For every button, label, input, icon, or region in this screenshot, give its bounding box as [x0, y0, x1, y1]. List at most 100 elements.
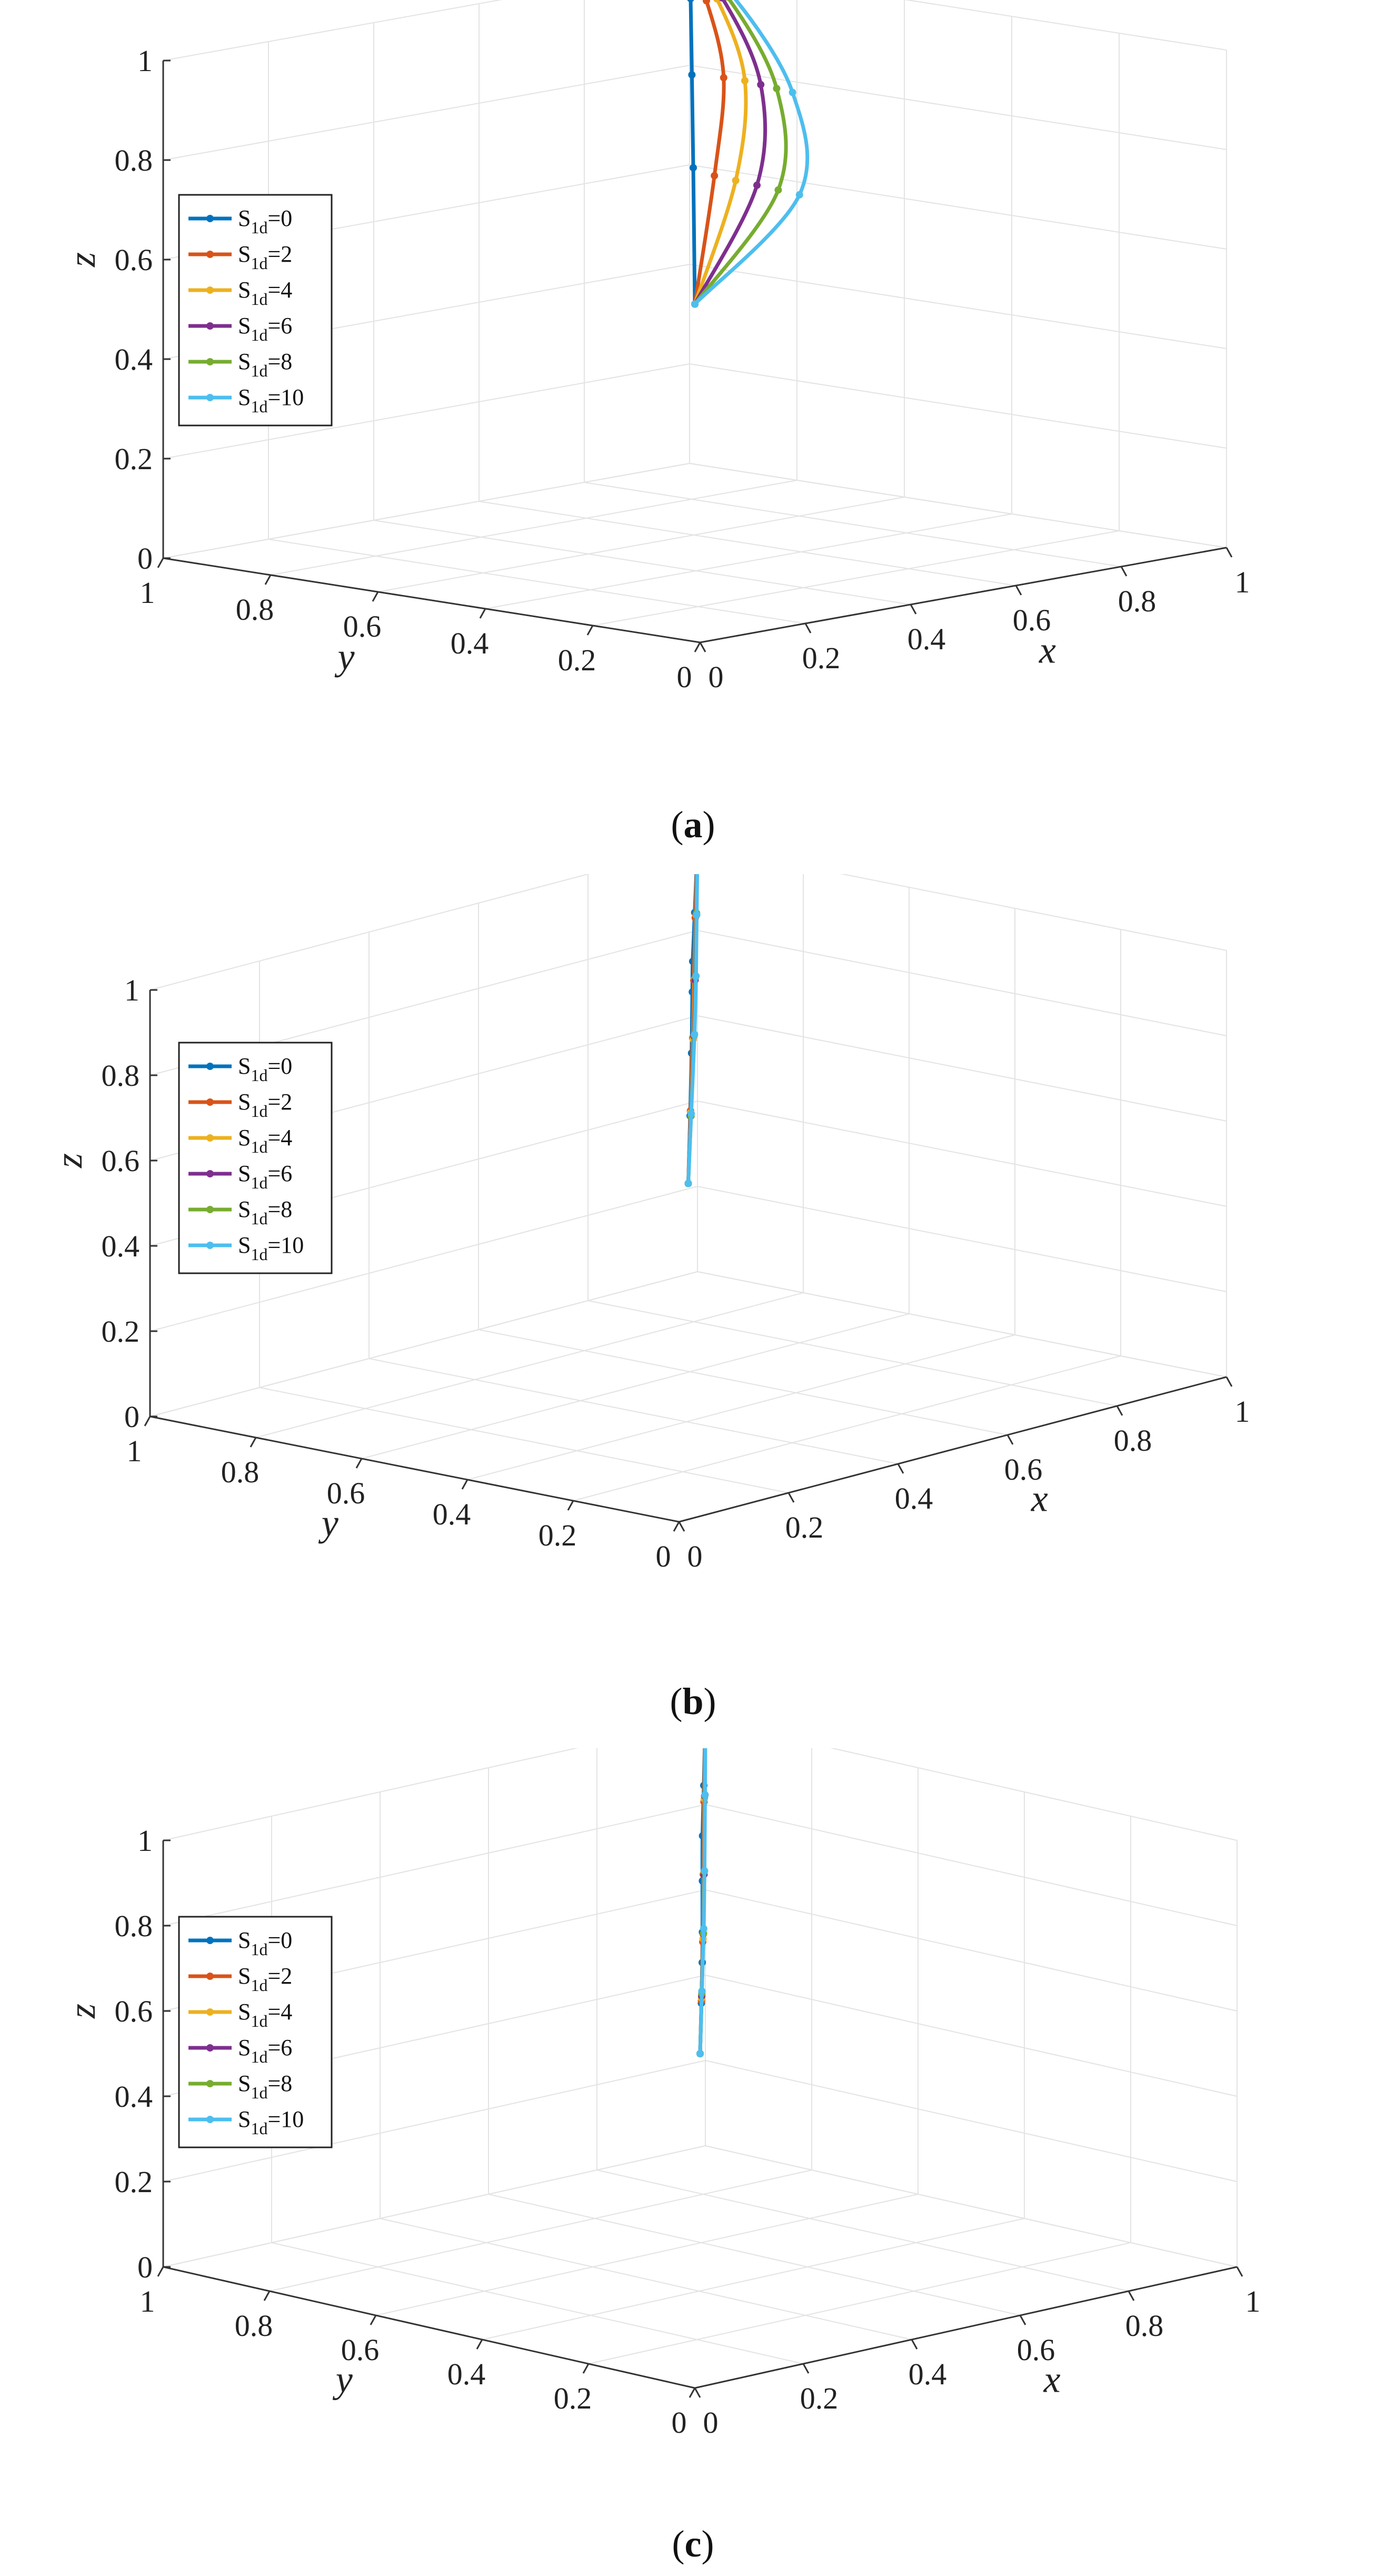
- floor-grid-x-5: [697, 1271, 1227, 1378]
- y-tick-label-b-4: 0.2: [539, 1518, 577, 1552]
- series-point-b-5-3: [692, 972, 700, 980]
- floor-grid-y-1: [592, 530, 1120, 626]
- x-tick-c-1: [802, 2363, 810, 2374]
- y-tick-a-4: [586, 625, 594, 636]
- legend-label-c-0: S1d=0: [238, 1927, 292, 1959]
- y-tick-c-5: [689, 2387, 696, 2398]
- y-tick-label-b-1: 0.8: [221, 1455, 260, 1489]
- legend-marker-c-2: [206, 2008, 214, 2016]
- wall-xz-horiz-1: [163, 363, 690, 459]
- x-tick-label-a-2: 0.4: [908, 622, 946, 656]
- y-tick-b-4: [567, 1500, 574, 1511]
- legend-label-c-4: S1d=8: [238, 2070, 292, 2102]
- series-point-c-5-3: [701, 1867, 709, 1875]
- y-tick-label-a-4: 0.2: [558, 643, 596, 677]
- series-line-a-0: [689, 0, 697, 306]
- y-tick-label-a-0: 1: [140, 576, 155, 610]
- x-tick-label-a-5: 1: [1235, 565, 1250, 599]
- x-tick-c-5: [1236, 2266, 1243, 2277]
- floor-grid-y-4: [270, 480, 797, 576]
- wall-yz-horiz-3: [689, 164, 1227, 250]
- y-tick-c-1: [263, 2291, 271, 2301]
- y-tick-label-b-0: 1: [127, 1434, 142, 1468]
- series-point-a-4-2: [773, 85, 781, 93]
- floor-grid-y-1: [573, 1355, 1121, 1501]
- wall-xz-horiz-5: [163, 0, 503, 61]
- x-tick-label-c-0: 0: [703, 2405, 719, 2440]
- x-tick-c-0: [694, 2387, 701, 2398]
- y-tick-label-a-1: 0.8: [236, 592, 274, 627]
- floor-grid-x-4: [584, 482, 1122, 567]
- series-line-b-5: [686, 874, 699, 1185]
- floor-grid-x-2: [373, 520, 911, 605]
- series-point-a-1-2: [720, 74, 727, 82]
- floor-grid-y-5: [163, 463, 690, 559]
- z-tick-label-a-4: 0.8: [115, 143, 153, 177]
- y-tick-label-c-4: 0.2: [554, 2381, 592, 2415]
- caption-b: (b): [670, 1680, 716, 1722]
- x-tick-b-2: [897, 1463, 904, 1474]
- x-tick-c-4: [1128, 2291, 1135, 2301]
- floor-grid-y-2: [482, 2218, 1025, 2340]
- y-tick-a-1: [264, 574, 272, 585]
- wall-yz-horiz-3: [697, 1015, 1227, 1122]
- x-tick-label-b-5: 1: [1235, 1394, 1250, 1429]
- y-axis-label-b: y: [318, 1502, 338, 1544]
- z-axis-label-a: z: [61, 252, 103, 267]
- z-tick-label-a-1: 0.2: [115, 442, 153, 476]
- z-axis-label-b: z: [48, 1153, 90, 1168]
- chart-panel-b: 0 0.2 0.4 0.6 0.8 1 1 0.8 0.6 0.4 0.2 0 0 0.2 0.4 0.6 0.…: [0, 874, 1386, 1675]
- wall-yz-horiz-2: [689, 264, 1227, 349]
- grid-a: [163, 0, 1227, 643]
- floor-grid-y-3: [361, 1313, 910, 1459]
- series-point-a-3-1: [753, 181, 761, 189]
- z-axis-label-c: z: [61, 2004, 103, 2019]
- x-tick-label-c-2: 0.4: [909, 2357, 947, 2391]
- y-tick-b-3: [461, 1479, 468, 1490]
- series-point-b-5-0: [684, 1180, 692, 1187]
- x-tick-label-a-4: 0.8: [1118, 584, 1156, 618]
- series-point-b-5-4: [693, 911, 701, 919]
- y-tick-b-0: [144, 1416, 151, 1426]
- floor-grid-x-1: [259, 1387, 789, 1493]
- series-line-a-2: [693, 0, 748, 306]
- legend-marker-a-2: [206, 286, 214, 294]
- z-tick-label-c-3: 0.6: [115, 1994, 153, 2028]
- series-point-a-3-2: [757, 81, 765, 88]
- z-tick-label-b-2: 0.4: [102, 1229, 140, 1263]
- series-point-c-5-0: [696, 2050, 704, 2057]
- wall-yz-horiz-1: [689, 363, 1227, 449]
- legend-marker-c-1: [206, 1973, 214, 1980]
- legend-label-c-2: S1d=4: [238, 1999, 292, 2030]
- y-tick-label-c-1: 0.8: [235, 2309, 273, 2343]
- legend-label-b-4: S1d=8: [238, 1196, 292, 1228]
- x-tick-a-5: [1225, 547, 1233, 558]
- series-point-a-0-1: [690, 164, 697, 172]
- chart-a-svg: 00.20.40.60.811 0.8 0.6 0.4 0.2 000.20.40.60.…: [61, 0, 1250, 694]
- floor-grid-x-1: [268, 539, 806, 624]
- floor-grid-y-2: [485, 513, 1012, 609]
- floor-grid-x-5: [705, 2145, 1238, 2267]
- x-tick-label-c-5: 1: [1245, 2284, 1261, 2319]
- z-tick-label-a-5: 1: [137, 44, 153, 78]
- z-tick-label-c-5: 1: [137, 1824, 153, 1858]
- series-point-a-1-1: [711, 172, 719, 180]
- floor-grid-x-2: [368, 1358, 899, 1464]
- wall-yz-horiz-2: [697, 1101, 1227, 1207]
- floor-grid-x-2: [380, 2218, 912, 2340]
- series-point-a-4-1: [774, 186, 782, 194]
- legend-label-b-1: S1d=2: [238, 1089, 292, 1121]
- x-tick-b-0: [678, 1521, 685, 1532]
- series-point-a-5-2: [789, 88, 796, 96]
- chart-c-svg: 00.20.40.60.8110.80.60.40.2000.20.40.60.…: [61, 1748, 1261, 2440]
- floor-grid-y-5: [163, 2145, 706, 2267]
- wall-xz-horiz-1: [149, 1186, 698, 1332]
- chart-panel-a: 0 0.2 0.4 0.6 0.8 1 1 0.8 0.6 0.4 0.2 0 0 0.2 0.4 0.6 0.…: [0, 0, 1386, 800]
- floor-grid-x-1: [271, 2242, 804, 2364]
- z-tick-label-b-5: 1: [124, 973, 139, 1007]
- x-axis-line-a: [700, 547, 1227, 643]
- x-tick-label-b-2: 0.4: [895, 1481, 933, 1515]
- legend-marker-a-3: [206, 322, 214, 330]
- x-tick-c-2: [911, 2339, 918, 2350]
- legend-marker-b-5: [206, 1242, 214, 1249]
